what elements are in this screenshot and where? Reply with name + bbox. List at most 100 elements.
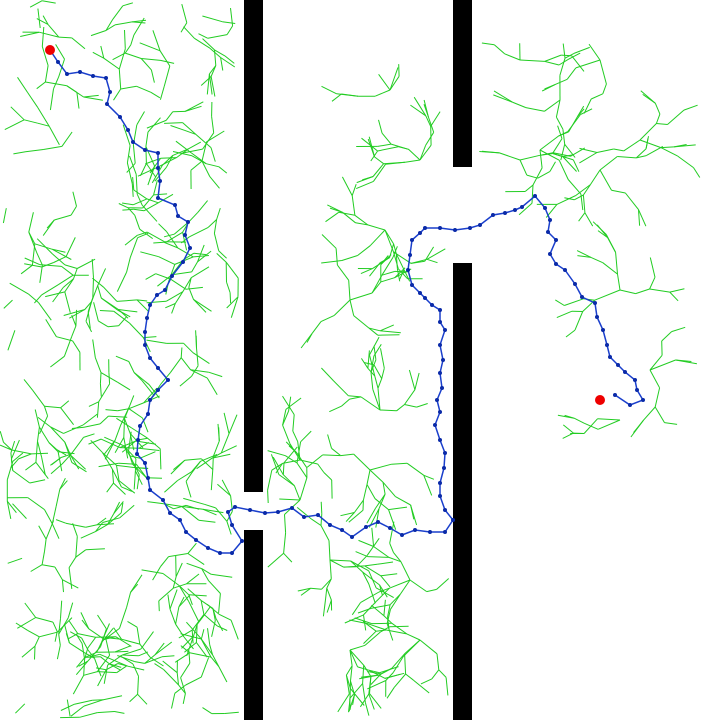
tree-edge <box>119 504 135 519</box>
tree-edge <box>51 506 57 524</box>
tree-edge <box>168 264 176 282</box>
tree-edge <box>366 469 371 485</box>
tree-edge <box>353 453 371 471</box>
tree-edge <box>580 194 584 211</box>
tree-edge <box>160 59 175 64</box>
tree-edge <box>63 424 84 434</box>
tree-edge <box>58 618 61 635</box>
tree-edge <box>279 498 301 501</box>
tree-edge <box>371 527 375 547</box>
tree-edge <box>38 525 47 540</box>
tree-edge <box>693 167 701 178</box>
tree-edge <box>122 202 134 206</box>
path-node <box>435 398 439 402</box>
tree-edge <box>158 193 174 204</box>
path-node <box>533 194 537 198</box>
path-node <box>601 328 605 332</box>
path-node <box>146 412 150 416</box>
tree-edge <box>27 293 40 304</box>
tree-edge <box>380 277 395 283</box>
tree-edge <box>635 288 650 295</box>
tree-edge <box>360 396 381 411</box>
tree-edge <box>35 441 38 463</box>
tree-edge <box>36 238 53 255</box>
tree-edge <box>159 50 171 67</box>
tree-edge <box>537 170 551 179</box>
tree-edge <box>162 660 178 674</box>
tree-edge <box>164 122 183 124</box>
tree-edge <box>65 522 86 528</box>
tree-edge <box>31 452 49 455</box>
tree-edge <box>423 474 435 480</box>
path-node <box>438 481 442 485</box>
tree-edge <box>131 21 146 24</box>
tree-edge <box>83 659 86 676</box>
tree-edge <box>378 74 391 91</box>
tree-edge <box>271 462 283 471</box>
tree-edge <box>181 635 194 649</box>
tree-edge <box>379 409 397 412</box>
path-node <box>161 498 165 502</box>
tree-edge <box>300 587 311 596</box>
tree-edge <box>206 130 225 143</box>
tree-edge <box>190 160 203 171</box>
tree-edge <box>602 83 607 94</box>
tree-edge <box>70 437 84 455</box>
tree-edge <box>165 291 184 302</box>
tree-edge <box>176 148 189 159</box>
tree-edge <box>10 440 16 454</box>
tree-edge <box>386 623 394 641</box>
tree-edge <box>337 693 350 713</box>
tree-edge <box>12 452 24 462</box>
tree-edge <box>80 531 96 539</box>
tree-edge <box>38 302 52 321</box>
tree-edge <box>80 612 90 630</box>
tree-edge <box>352 694 355 705</box>
path-node <box>441 358 445 362</box>
tree-edge <box>60 600 63 619</box>
tree-edge <box>137 676 139 695</box>
tree-edge <box>207 219 217 228</box>
tree-edge <box>146 231 165 243</box>
tree-edge <box>183 26 195 39</box>
tree-edge <box>27 629 40 638</box>
tree-edge <box>109 663 121 671</box>
tree-edge <box>181 505 203 510</box>
tree-edge <box>87 637 97 649</box>
tree-edge <box>126 592 132 608</box>
tree-edge <box>157 157 177 168</box>
tree-edge <box>24 263 42 268</box>
path-node <box>143 461 147 465</box>
tree-edge <box>590 93 604 100</box>
tree-edge <box>105 24 116 31</box>
tree-edge <box>13 151 26 155</box>
tree-edge <box>180 677 186 694</box>
tree-edge <box>355 222 368 226</box>
tree-edge <box>184 458 202 461</box>
tree-edge <box>201 160 211 177</box>
tree-edge <box>289 443 301 461</box>
tree-edge <box>363 664 372 677</box>
tree-edge <box>66 85 78 93</box>
tree-edge <box>39 265 43 283</box>
tree-edge <box>683 104 698 111</box>
tree-edge <box>361 137 378 152</box>
tree-edge <box>349 649 353 666</box>
tree-edge <box>52 248 66 253</box>
tree-edge <box>638 209 641 226</box>
tree-edge <box>90 30 107 37</box>
tree-edge <box>562 43 566 59</box>
tree-edge <box>364 563 378 567</box>
tree-edge <box>299 459 318 465</box>
tree-edge <box>57 274 74 286</box>
tree-edge <box>124 418 131 434</box>
tree-edge <box>404 653 407 675</box>
tree-edge <box>196 457 213 470</box>
tree-edge <box>373 546 390 558</box>
tree-edge <box>59 477 66 490</box>
tree-edge <box>173 221 190 235</box>
path-node <box>136 438 140 442</box>
tree-edge <box>139 643 151 658</box>
tree-edge <box>174 684 187 694</box>
tree-edge <box>136 111 145 126</box>
